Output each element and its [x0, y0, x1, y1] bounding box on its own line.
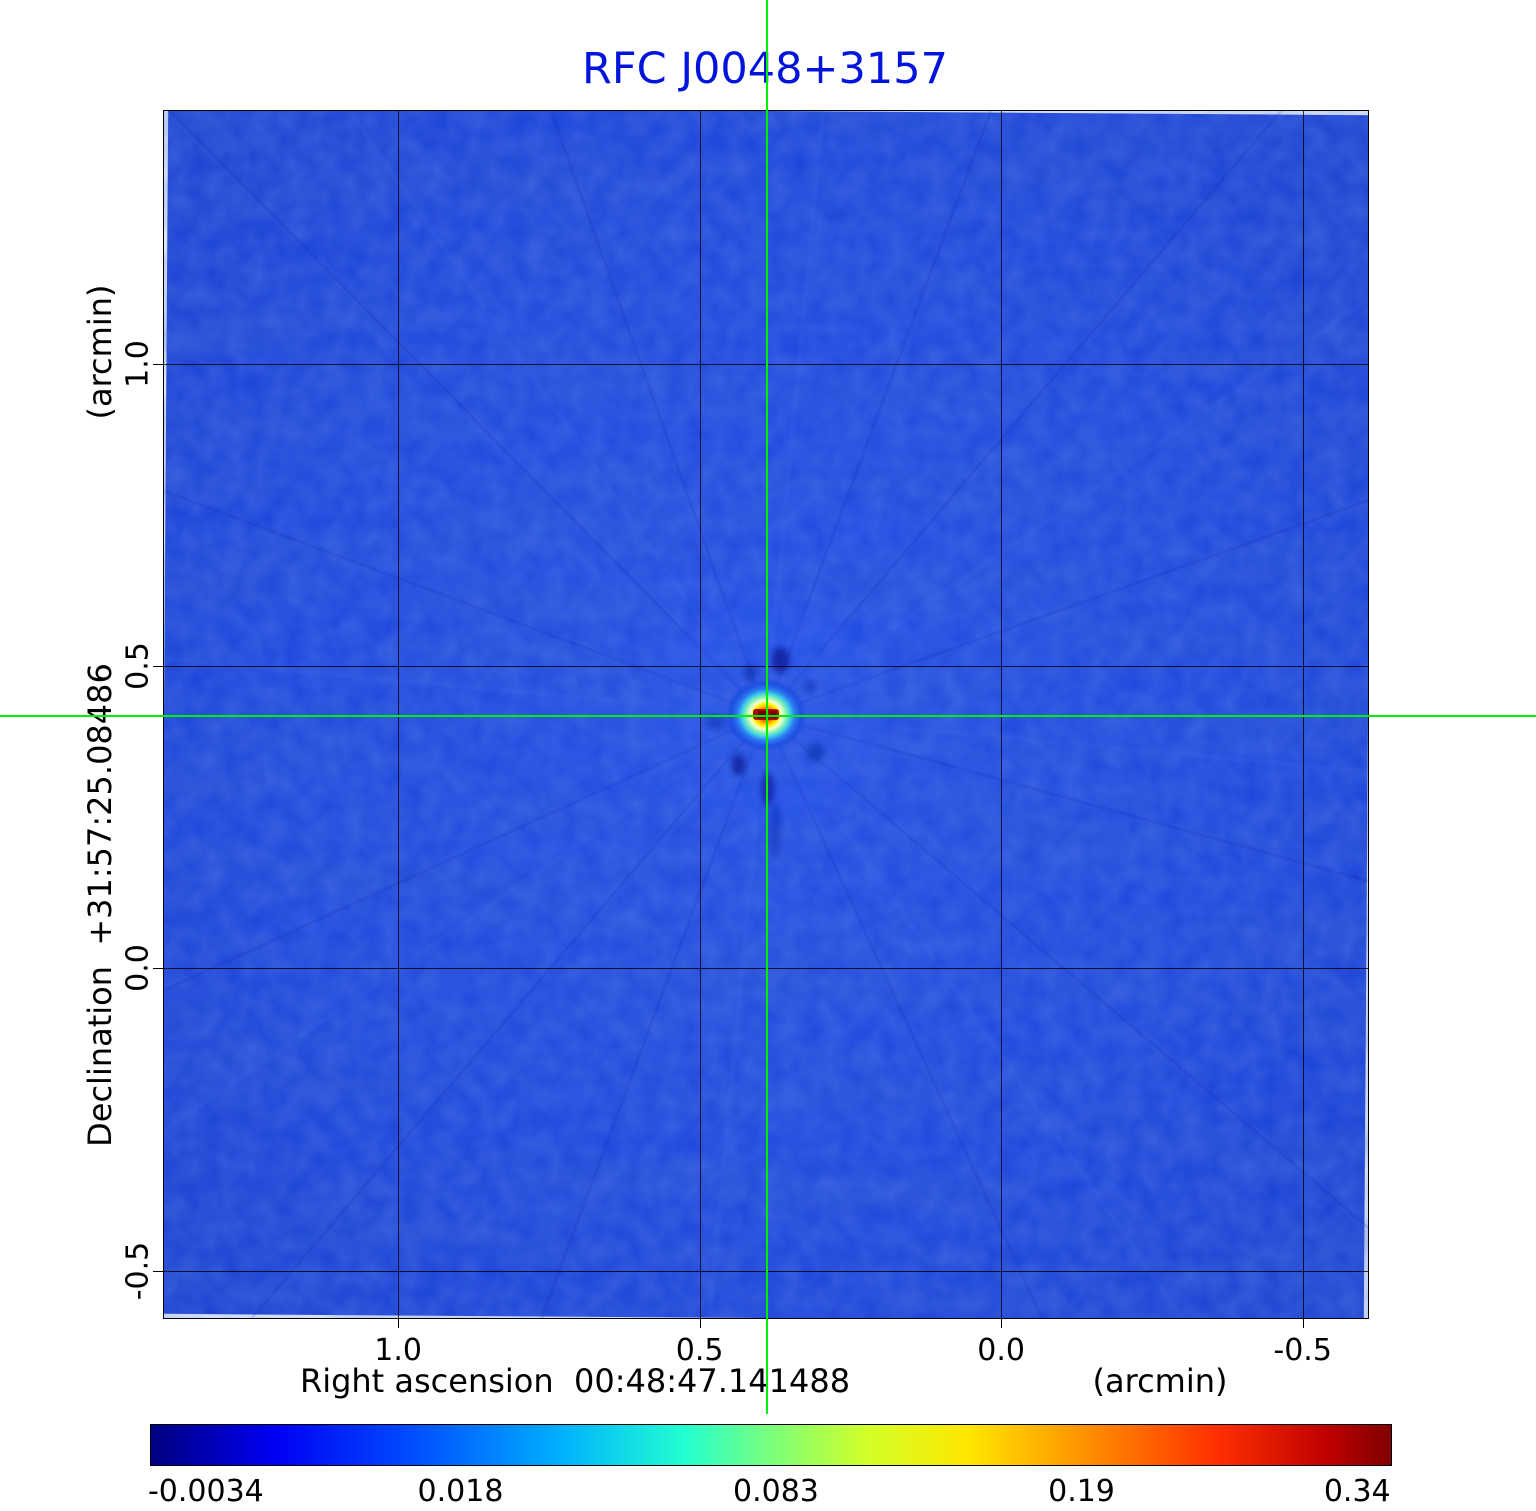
- crosshair-horizontal-line: [0, 714, 1536, 717]
- y-tick-mark: [153, 1270, 163, 1272]
- colorbar-tick-label: 0.34: [1323, 1474, 1391, 1509]
- colorbar-tick-label: -0.0034: [147, 1474, 264, 1509]
- x-axis-label: Right ascension 00:48:47.141488: [299, 1362, 851, 1400]
- colorbar: [150, 1424, 1392, 1466]
- x-axis-unit-label: (arcmin): [1092, 1362, 1228, 1400]
- x-tick-label: 0.0: [977, 1333, 1026, 1368]
- y-tick-label: 0.5: [120, 642, 156, 690]
- x-tick-label: 0.5: [675, 1333, 724, 1368]
- y-tick-label: 0.0: [120, 944, 156, 993]
- ray-streaks-light: [164, 111, 1368, 1318]
- y-tick-mark: [153, 363, 163, 365]
- y-tick-label: -0.5: [120, 1241, 156, 1300]
- y-axis-label: Declination +31:57:25.08486: [81, 663, 119, 1147]
- x-tick-label: 1.0: [374, 1333, 423, 1368]
- y-tick-mark: [153, 968, 163, 970]
- y-tick-label: 1.0: [120, 340, 156, 388]
- heatmap-plot-area: [163, 110, 1369, 1319]
- rotated-pixel-grid: [164, 111, 1368, 1318]
- x-tick-mark: [398, 1319, 400, 1328]
- x-tick-mark: [699, 1319, 701, 1328]
- y-axis-unit-label: (arcmin): [81, 284, 119, 420]
- radio-map-image: [164, 111, 1368, 1318]
- colorbar-tick-label: 0.083: [733, 1474, 819, 1509]
- x-tick-mark: [1001, 1319, 1003, 1328]
- ray-streaks-dark: [164, 111, 1368, 1318]
- y-tick-mark: [153, 666, 163, 668]
- colorbar-tick-label: 0.018: [417, 1474, 504, 1509]
- crosshair-vertical-line: [766, 0, 768, 1414]
- figure-title: RFC J0048+3157: [582, 44, 948, 94]
- x-tick-mark: [1302, 1319, 1304, 1328]
- x-tick-label: -0.5: [1273, 1333, 1332, 1368]
- colorbar-tick-label: 0.19: [1048, 1474, 1115, 1509]
